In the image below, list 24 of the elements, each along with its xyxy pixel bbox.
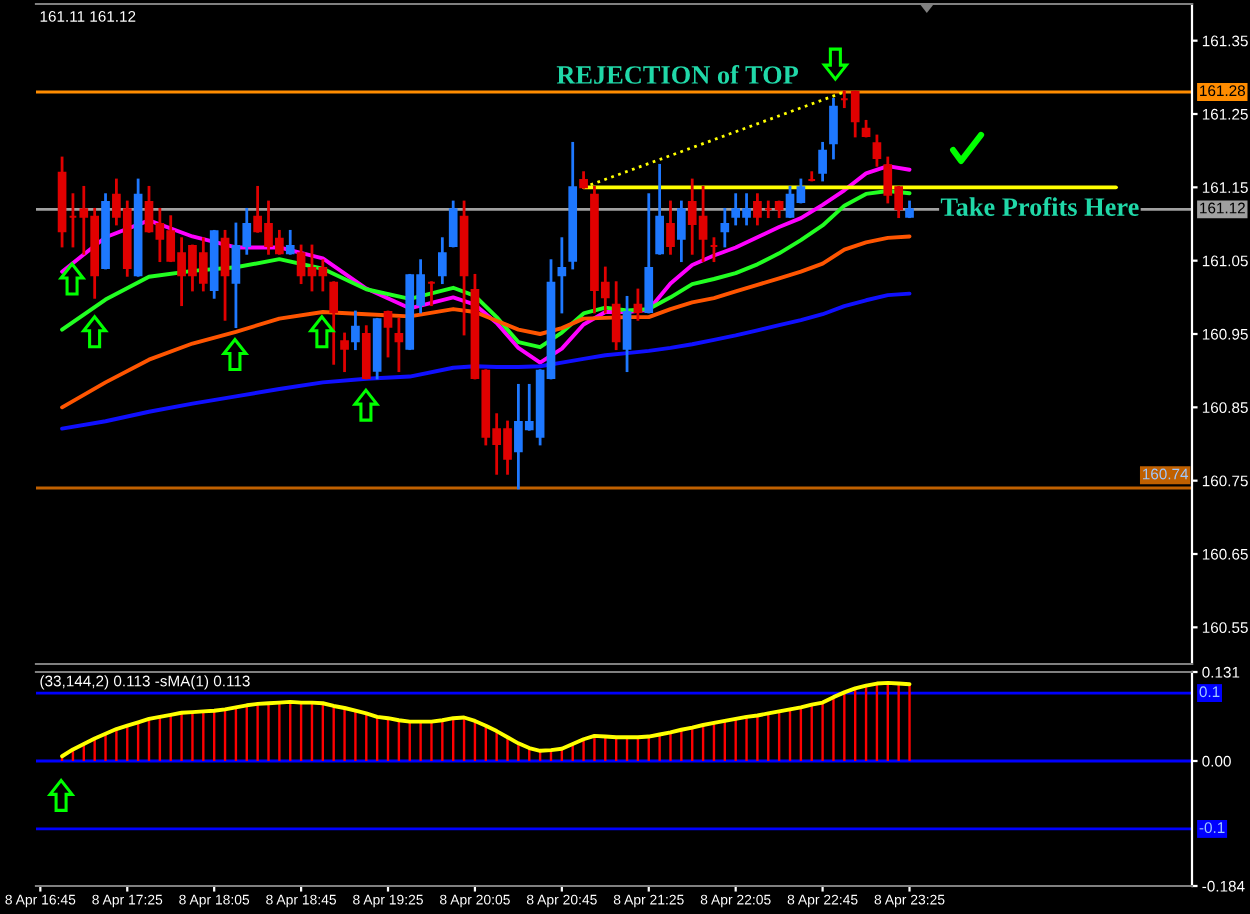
- candlestick: [677, 200, 686, 263]
- candlestick: [644, 193, 654, 314]
- candlestick: [622, 295, 632, 373]
- candlestick: [285, 229, 295, 255]
- candlestick: [666, 200, 675, 255]
- candlestick: [720, 207, 730, 248]
- candlestick: [351, 310, 360, 351]
- candlestick: [329, 281, 339, 365]
- candlestick: [829, 97, 838, 160]
- candlestick: [633, 288, 643, 321]
- candlestick: [394, 317, 404, 373]
- candlestick: [655, 163, 664, 255]
- annotation: REJECTION of TOP: [556, 65, 799, 84]
- candlestick: [438, 237, 447, 285]
- candlestick: [818, 141, 827, 182]
- candlestick: [611, 281, 621, 351]
- candlestick: [340, 332, 349, 373]
- annotation: Take Profits Here: [940, 197, 1139, 216]
- candlestick: [220, 229, 230, 321]
- candlestick: [361, 325, 371, 380]
- candlestick: [557, 237, 567, 314]
- candlestick: [448, 200, 458, 248]
- candlestick: [872, 134, 882, 167]
- candlestick: [383, 310, 393, 358]
